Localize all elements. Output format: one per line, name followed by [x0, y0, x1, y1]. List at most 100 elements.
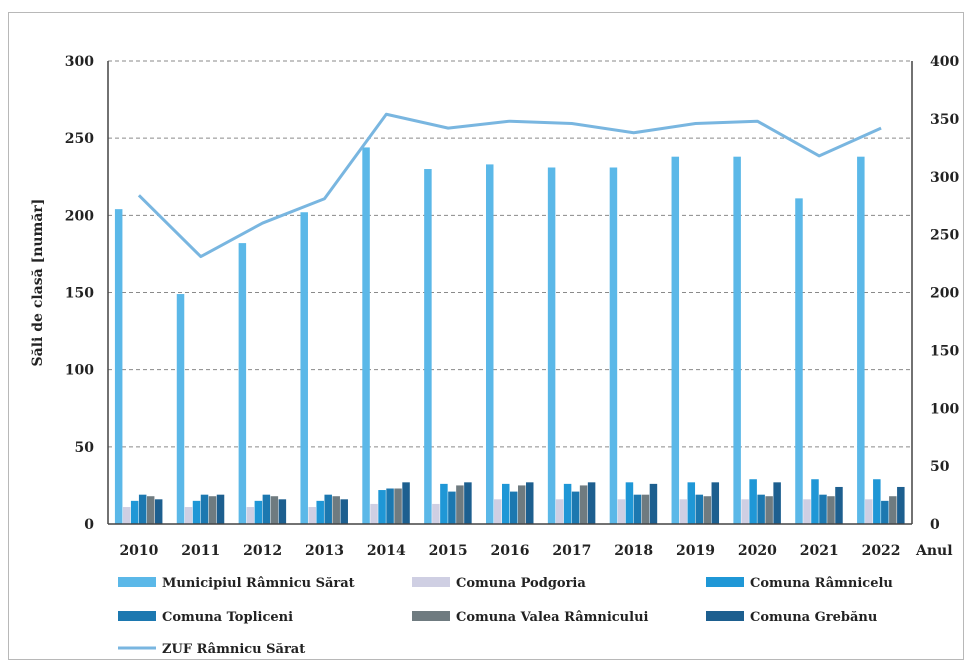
bar — [510, 491, 518, 524]
bar — [695, 494, 704, 524]
bar — [432, 503, 440, 524]
x-tick-label: 2022 — [862, 543, 901, 559]
y-axis-title: Săli de clasă [număr] — [30, 199, 46, 367]
legend-label: Comuna Podgoria — [456, 576, 586, 591]
bar — [254, 500, 263, 524]
bar — [332, 496, 340, 524]
x-tick-label: 2016 — [491, 543, 530, 559]
legend: Municipiul Râmnicu Sărat Comuna Podgoria C… — [118, 576, 893, 657]
bar — [130, 500, 139, 524]
bar — [114, 209, 123, 524]
legend-label: Comuna Valea Râmnicului — [456, 610, 649, 625]
legend-label: Comuna Grebănu — [750, 610, 877, 625]
bar — [316, 500, 324, 524]
y-tick-label-left: 200 — [65, 208, 94, 224]
legend-swatch — [118, 611, 156, 621]
y-tick-label-right: 0 — [930, 517, 940, 533]
bar — [464, 482, 472, 524]
bar — [502, 483, 510, 524]
bar — [238, 243, 247, 524]
bar — [208, 496, 217, 524]
bar — [811, 479, 819, 524]
line-series — [137, 112, 882, 259]
y-tick-label-right: 200 — [930, 286, 959, 302]
x-tick-label: 2015 — [429, 543, 468, 559]
y-tick-label-right: 250 — [930, 228, 959, 244]
y-tick-label-right: 300 — [930, 170, 959, 186]
bar — [184, 507, 193, 524]
bar — [873, 479, 881, 524]
bar — [765, 496, 773, 524]
bar — [308, 507, 316, 524]
bar — [494, 499, 502, 524]
x-axis-title: Anul — [915, 543, 953, 559]
bar — [138, 494, 147, 524]
bar — [270, 496, 279, 524]
bar — [547, 167, 556, 525]
bar — [733, 156, 741, 525]
bar — [633, 494, 642, 524]
y-tick-label-right: 350 — [930, 112, 959, 128]
bar — [262, 494, 271, 524]
bar — [773, 482, 781, 524]
bar — [440, 483, 448, 524]
line-series-path — [137, 112, 882, 259]
bar — [749, 479, 757, 524]
y-tick-label-left: 0 — [84, 517, 94, 533]
bar — [819, 494, 827, 524]
x-tick-label: 2019 — [676, 543, 715, 559]
bar — [857, 156, 865, 525]
bar — [897, 486, 905, 524]
bar — [486, 164, 494, 525]
bar — [362, 147, 370, 524]
legend-label: Comuna Topliceni — [162, 610, 293, 625]
bar — [865, 499, 873, 524]
bar — [803, 499, 811, 524]
y-tick-label-left: 250 — [65, 131, 94, 147]
bar — [795, 198, 803, 524]
y-tick-label-left: 100 — [65, 363, 94, 379]
bar — [641, 494, 650, 524]
bar — [711, 482, 720, 524]
bar — [526, 482, 534, 524]
bar — [679, 499, 688, 524]
bar — [146, 496, 155, 524]
bar — [625, 482, 634, 524]
bar — [386, 488, 394, 524]
x-tick-label: 2011 — [181, 543, 220, 559]
y-tick-label-right: 150 — [930, 343, 959, 359]
legend-swatch — [706, 577, 744, 587]
bar — [402, 482, 410, 524]
bar — [518, 485, 526, 524]
bar — [741, 499, 749, 524]
legend-swatch — [706, 611, 744, 621]
legend-label: Municipiul Râmnicu Sărat — [162, 576, 355, 591]
gridlines — [108, 60, 912, 448]
bar — [122, 507, 131, 524]
x-tick-label: 2017 — [552, 543, 591, 559]
bar — [154, 499, 163, 524]
x-tick-label: 2014 — [367, 543, 406, 559]
chart-frame — [8, 12, 964, 660]
x-tick-label: 2020 — [738, 543, 777, 559]
bar — [394, 488, 402, 524]
bar — [579, 485, 588, 524]
axes — [107, 61, 913, 525]
x-tick-label: 2012 — [243, 543, 282, 559]
bar — [609, 167, 618, 525]
bar — [617, 499, 626, 524]
bars — [114, 147, 905, 525]
bar — [703, 496, 712, 524]
bar — [378, 490, 386, 524]
bar — [571, 491, 580, 524]
x-tick-label: 2021 — [800, 543, 839, 559]
y-tick-label-left: 50 — [75, 440, 95, 456]
bar — [757, 494, 765, 524]
x-tick-label: 2010 — [119, 543, 158, 559]
bar — [687, 482, 696, 524]
legend-swatch — [412, 577, 450, 587]
y-tick-label-left: 300 — [65, 54, 94, 70]
x-tick-label: 2018 — [614, 543, 653, 559]
bar — [200, 494, 209, 524]
